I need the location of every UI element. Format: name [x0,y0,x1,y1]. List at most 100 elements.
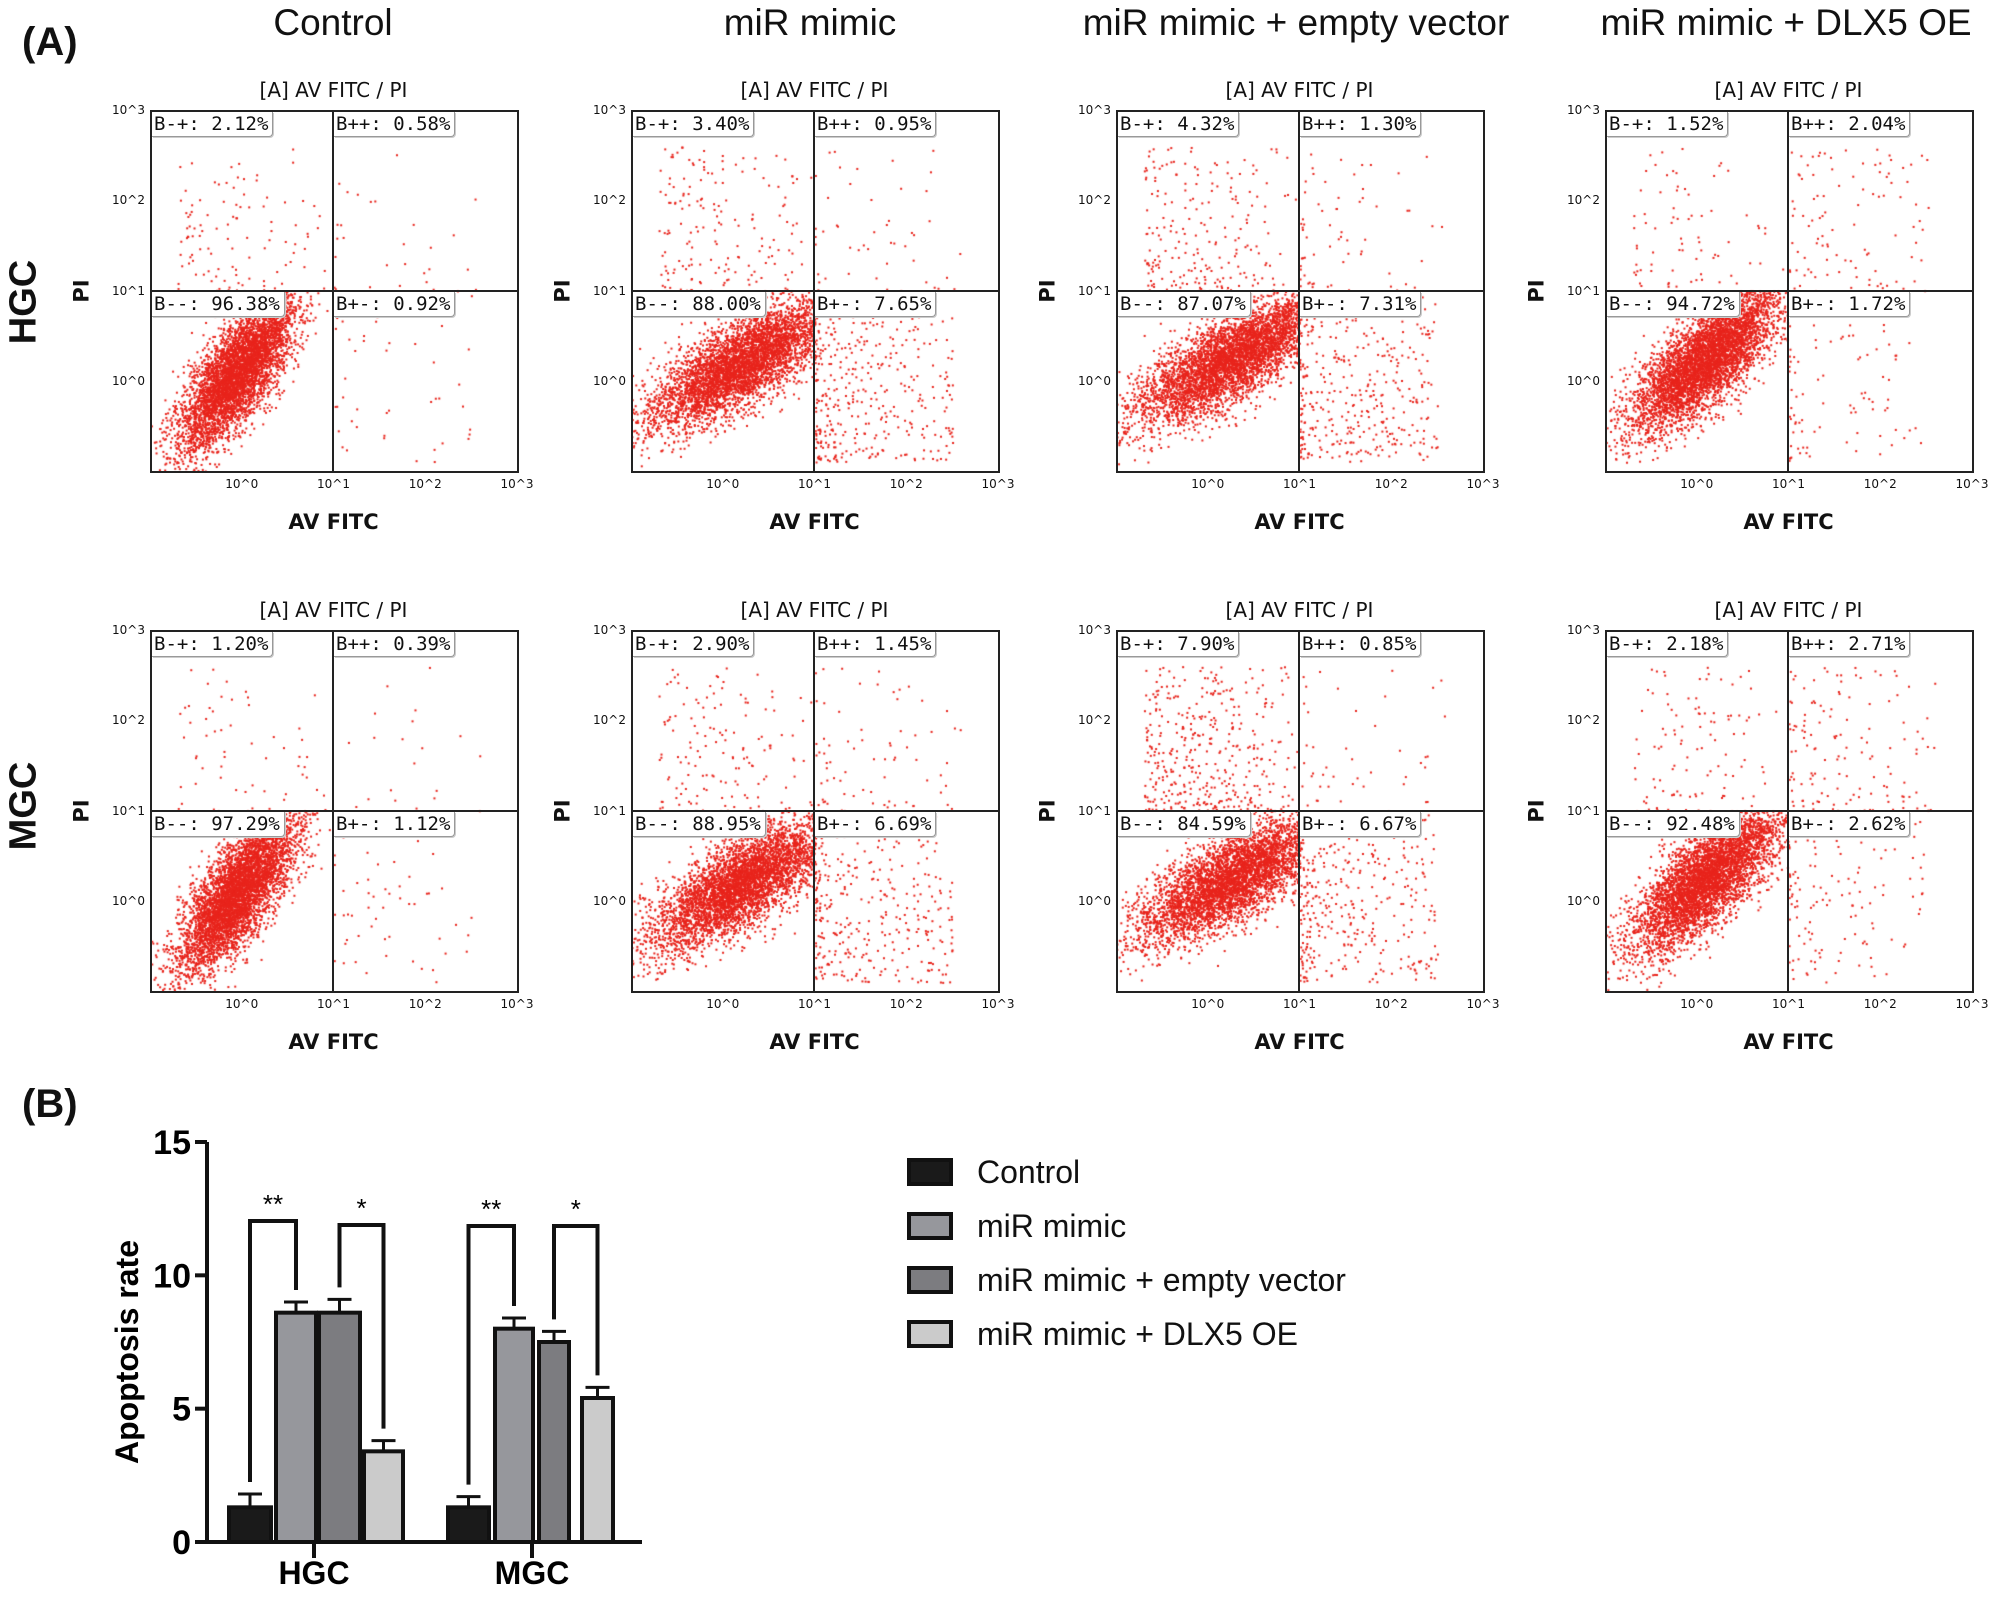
y-tick-label: 15 [153,1124,191,1162]
y-axis-label: PI [69,278,94,303]
y-tick-label: 10^2 [593,713,626,728]
gate-line-horizontal [150,810,517,812]
bar-hgc-1 [274,1310,318,1544]
y-tick-label: 10^1 [593,803,626,818]
y-tick-label: 10^1 [1078,283,1111,298]
y-tick-label: 10^2 [1567,193,1600,208]
quadrant-label-upper-left: B-+: 2.18% [1607,632,1729,657]
y-tick-label: 10^0 [112,373,145,388]
y-tick-label: 10^3 [1078,103,1111,117]
quadrant-label-lower-right: B+-: 7.65% [815,292,937,317]
quadrant-label-lower-right: B+-: 6.69% [815,812,937,837]
y-tick-label: 10^2 [112,713,145,728]
legend-item: Control [907,1152,1080,1192]
x-tick-label: 10^0 [225,997,259,1011]
flow-plot-mgc-1: [A] AV FITC / PI AV FITC PI B-+: 2.90% B… [551,598,1015,1054]
x-tick-label: 10^3 [981,477,1015,491]
y-tick-label: 10^2 [1078,713,1111,728]
quadrant-label-upper-right: B++: 0.85% [1300,632,1422,657]
y-tick-label: 10^1 [112,283,145,298]
y-tick-label: 10^2 [1078,193,1111,208]
legend-item: miR mimic + empty vector [907,1260,1346,1300]
legend-item: miR mimic + DLX5 OE [907,1314,1298,1354]
x-tick-label: 10^2 [1374,997,1408,1011]
row-label-hgc: HGC [2,259,45,345]
x-tick-label: 10^2 [1863,477,1897,491]
bar-mgc-1 [493,1326,535,1544]
quadrant-label-lower-left: B--: 97.29% [152,812,285,837]
gate-line-horizontal [1116,810,1483,812]
legend-label: miR mimic + empty vector [977,1261,1346,1298]
y-tick-label: 10^3 [1078,623,1111,637]
x-axis-label: AV FITC [1743,510,1834,534]
y-tick-label: 10^3 [1567,103,1600,117]
y-axis-label: PI [550,798,575,823]
x-tick-label: 10^0 [1191,997,1225,1011]
quadrant-label-lower-left: B--: 87.07% [1118,292,1251,317]
y-tick-label: 0 [172,1524,191,1562]
row-label-mgc: MGC [2,761,45,851]
legend-label: Control [977,1153,1081,1190]
y-tick-label: 10^3 [593,623,626,637]
x-tick-label: 10^0 [1680,477,1714,491]
y-tick-label: 10^1 [112,803,145,818]
significance-bracket [248,1219,298,1482]
x-tick-label: 10^1 [798,477,831,491]
quadrant-label-lower-left: B--: 84.59% [1118,812,1251,837]
legend-item: miR mimic [907,1206,1126,1246]
y-axis-label: PI [1524,798,1549,823]
y-tick-label: 10^2 [112,193,145,208]
quadrant-label-upper-right: B++: 2.71% [1789,632,1911,657]
y-tick-label: 10^1 [1567,283,1600,298]
flow-plot-mgc-2: [A] AV FITC / PI AV FITC PI B-+: 7.90% B… [1036,598,1500,1054]
quadrant-label-upper-right: B++: 0.95% [815,112,937,137]
y-tick-label: 10^0 [1567,893,1600,908]
significance-label: * [571,1194,581,1224]
quadrant-label-lower-right: B+-: 1.12% [334,812,456,837]
quadrant-label-upper-left: B-+: 1.52% [1607,112,1729,137]
quadrant-label-lower-left: B--: 94.72% [1607,292,1740,317]
x-tick-label: 10^2 [889,477,923,491]
gate-line-horizontal [1605,290,1972,292]
significance-bracket [552,1224,600,1376]
x-axis-label: AV FITC [1254,1030,1345,1054]
x-tick-label: 10^3 [500,477,534,491]
x-tick-label: 10^0 [1680,997,1714,1011]
quadrant-label-lower-left: B--: 88.00% [633,292,766,317]
y-tick-label: 10^0 [593,373,626,388]
x-tick-label: 10^1 [1283,997,1316,1011]
quadrant-label-upper-right: B++: 0.39% [334,632,456,657]
x-tick-label: 10^2 [889,997,923,1011]
column-title-empty-vector: miR mimic + empty vector [1082,2,1510,43]
significance-bracket [337,1223,386,1429]
column-title-mir-mimic: miR mimic [723,2,897,43]
plot-title: [A] AV FITC / PI [740,78,889,102]
column-title-dlx5-oe: miR mimic + DLX5 OE [1600,2,1972,43]
y-tick-label: 10^3 [593,103,626,117]
x-tick-label: 10^2 [408,997,442,1011]
x-tick-label: 10^0 [1191,477,1225,491]
x-tick-label: 10^3 [1955,997,1989,1011]
gate-line-horizontal [1605,810,1972,812]
x-tick-label-hgc: HGC [278,1555,349,1591]
quadrant-label-lower-left: B--: 92.48% [1607,812,1740,837]
quadrant-label-upper-right: B++: 1.30% [1300,112,1422,137]
y-axis-label: Apoptosis rate [109,1240,145,1464]
x-tick-label: 10^3 [981,997,1015,1011]
plot-title: [A] AV FITC / PI [259,78,408,102]
x-tick-label: 10^2 [1374,477,1408,491]
y-tick-label: 10^1 [1078,803,1111,818]
flow-plot-hgc-0: [A] AV FITC / PI AV FITC PI B-+: 2.12% B… [70,78,534,534]
quadrant-label-upper-left: B-+: 2.90% [633,632,755,657]
significance-label: ** [481,1194,501,1224]
x-tick-label: 10^1 [1772,997,1805,1011]
y-tick-label: 10^2 [593,193,626,208]
panel-label-a: (A) [22,20,78,64]
panel-label-b: (B) [22,1082,78,1126]
y-tick-label: 10^0 [593,893,626,908]
y-tick-label: 5 [172,1391,191,1429]
x-tick-label: 10^1 [1772,477,1805,491]
x-axis-label: AV FITC [769,1030,860,1054]
y-tick-label: 10^0 [1078,893,1111,908]
